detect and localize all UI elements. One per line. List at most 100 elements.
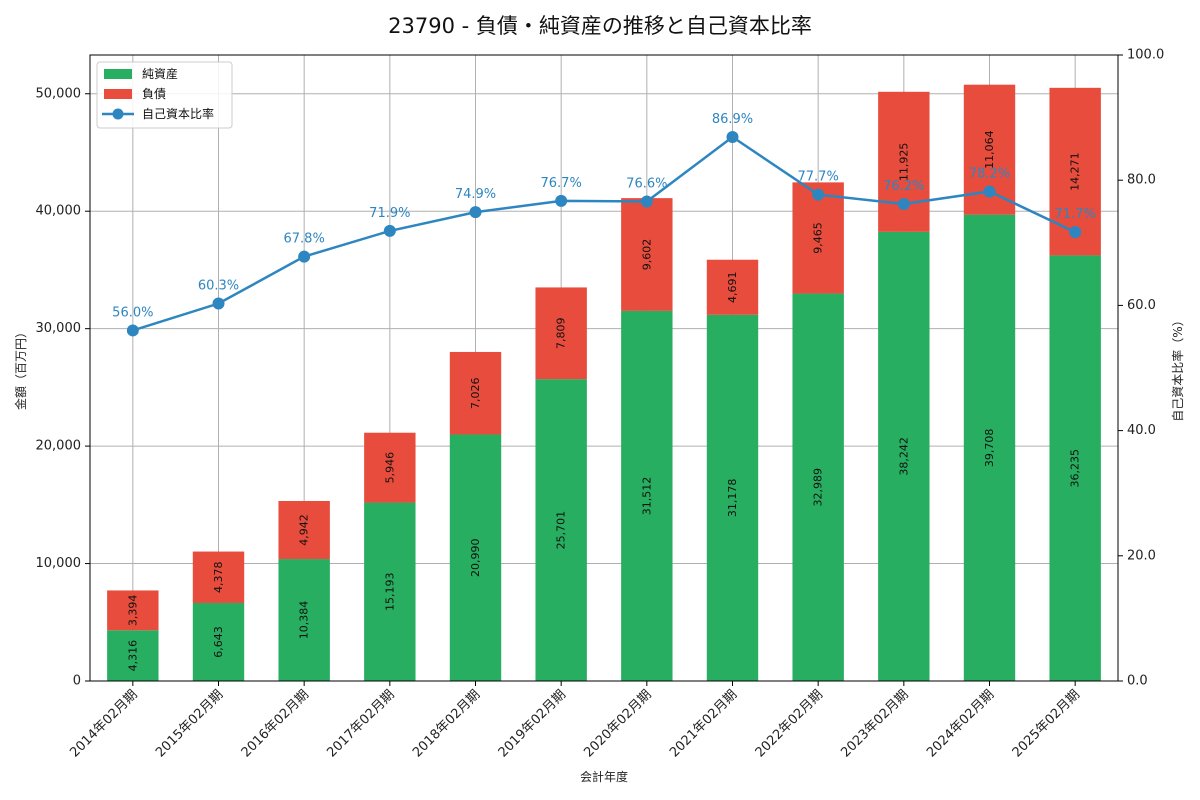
ratio-label: 71.7% <box>1055 207 1096 222</box>
ratio-label: 76.6% <box>626 176 667 191</box>
legend-swatch-ratio-marker <box>112 108 124 120</box>
chart-title: 23790 - 負債・純資産の推移と自己資本比率 <box>388 14 812 38</box>
bar-net-assets <box>449 434 502 681</box>
bar-labels: 4,316 3,394 6,643 4,378 10,384 4,942 15,193 5,9… <box>126 130 1081 671</box>
bar-liabilities <box>278 500 330 560</box>
y-tick-label: 50,000 <box>36 86 82 101</box>
y2-tick-label: 20.0 <box>1127 548 1156 563</box>
ratio-line <box>132 135 1076 332</box>
bar-label-net-assets: 31,512 <box>640 477 653 516</box>
bar-liabilities <box>792 182 844 294</box>
bar-label-net-assets: 15,193 <box>383 573 396 612</box>
ratio-point <box>555 194 568 207</box>
ratio-point <box>126 324 139 337</box>
ratio-point <box>983 185 996 198</box>
legend-label-liabilities: 負債 <box>142 86 166 101</box>
bar-label-net-assets: 25,701 <box>555 511 568 550</box>
y2-tick-label: 80.0 <box>1127 173 1156 188</box>
bar-label-liabilities: 9,602 <box>640 239 653 271</box>
bar-net-assets <box>878 231 930 681</box>
y2-tick-label: 0.0 <box>1127 674 1148 689</box>
ratio-label: 77.7% <box>798 170 839 185</box>
bar-net-assets <box>107 630 159 681</box>
bar-net-assets <box>278 559 330 681</box>
bar-liabilities <box>449 351 502 435</box>
bar-label-net-assets: 4,316 <box>126 640 139 672</box>
ratio-point <box>212 297 225 310</box>
bar-label-liabilities: 4,691 <box>726 272 739 304</box>
x-tick-label: 2025年02月期 <box>1010 687 1083 760</box>
ratio-point <box>640 195 653 208</box>
y2-tick-label: 60.0 <box>1127 298 1156 313</box>
bar-label-liabilities: 4,378 <box>212 562 225 594</box>
x-tick-label: 2023年02月期 <box>838 687 911 760</box>
ratio-label: 78.2% <box>969 166 1010 181</box>
x-tick-label: 2016年02月期 <box>239 687 312 760</box>
x-tick-label: 2017年02月期 <box>324 687 397 760</box>
ratio-label: 60.3% <box>198 279 239 294</box>
bar-net-assets <box>535 379 587 681</box>
bars <box>107 84 1101 682</box>
plot-frame <box>89 54 1119 682</box>
y-axis-label: 金額（百万円） <box>13 326 28 410</box>
bar-label-liabilities: 14,271 <box>1069 152 1082 191</box>
legend-label-net-assets: 純資産 <box>142 66 178 81</box>
x-tick-label: 2021年02月期 <box>667 687 740 760</box>
bar-label-net-assets: 10,384 <box>298 601 311 640</box>
x-tick-label: 2018年02月期 <box>410 687 483 760</box>
bar-liabilities <box>107 590 159 631</box>
legend-label-ratio: 自己資本比率 <box>142 106 214 121</box>
ratio-point <box>726 131 739 144</box>
bar-label-liabilities: 3,394 <box>126 595 139 627</box>
ratio-label: 56.0% <box>112 305 153 320</box>
ratio-label: 74.9% <box>455 187 496 202</box>
y-tick-label: 10,000 <box>36 556 82 571</box>
bar-label-net-assets: 32,989 <box>812 468 825 507</box>
bar-net-assets <box>364 502 416 681</box>
bar-net-assets <box>1049 255 1101 681</box>
x-tick-label: 2020年02月期 <box>581 687 654 760</box>
bar-label-net-assets: 6,643 <box>212 626 225 658</box>
y2-axis-label: 自己資本比率（%） <box>1170 314 1185 421</box>
y2-tick-label: 100.0 <box>1127 48 1164 63</box>
ratio-label: 71.9% <box>369 206 410 221</box>
y-tick-label: 30,000 <box>36 321 82 336</box>
bar-liabilities <box>621 198 673 311</box>
bar-net-assets <box>192 602 245 681</box>
ratio-point <box>897 197 910 210</box>
bar-liabilities <box>364 432 416 503</box>
ratio-point <box>469 206 482 219</box>
y-tick-label: 40,000 <box>36 204 82 219</box>
legend-swatch-net-assets <box>104 69 132 79</box>
ratio-point <box>812 188 825 201</box>
y2-tick-label: 40.0 <box>1127 423 1156 438</box>
x-tick-label: 2014年02月期 <box>67 687 140 760</box>
bar-label-net-assets: 20,990 <box>469 538 482 577</box>
bar-label-liabilities: 9,465 <box>812 222 825 254</box>
ratio-point <box>1069 226 1082 239</box>
bar-label-net-assets: 36,235 <box>1069 449 1082 488</box>
legend-swatch-liabilities <box>104 89 132 99</box>
bar-label-liabilities: 5,946 <box>383 452 396 484</box>
bar-net-assets <box>621 310 673 681</box>
bar-label-net-assets: 38,242 <box>897 437 910 476</box>
y-tick-label: 0 <box>73 674 81 689</box>
ratio-label: 76.7% <box>541 176 582 191</box>
bar-label-liabilities: 4,942 <box>298 514 311 546</box>
ratio-label: 86.9% <box>712 112 753 127</box>
bar-label-net-assets: 31,178 <box>726 479 739 518</box>
bar-label-liabilities: 11,925 <box>897 143 910 182</box>
ratio-line-layer: 56.0% 60.3% 67.8% 71.9% 74.9% 76.7% 76.6% 86.9%… <box>112 112 1096 337</box>
x-axis-label: 会計年度 <box>580 769 628 784</box>
ratio-point <box>298 250 311 263</box>
x-tick-label: 2024年02月期 <box>924 687 997 760</box>
bar-label-liabilities: 11,064 <box>983 130 996 169</box>
bar-net-assets <box>706 314 759 681</box>
x-tick-label: 2022年02月期 <box>753 687 826 760</box>
bar-liabilities <box>706 259 759 315</box>
bar-label-liabilities: 7,026 <box>469 377 482 409</box>
ratio-label: 76.2% <box>883 179 924 194</box>
bar-label-net-assets: 39,708 <box>983 429 996 468</box>
